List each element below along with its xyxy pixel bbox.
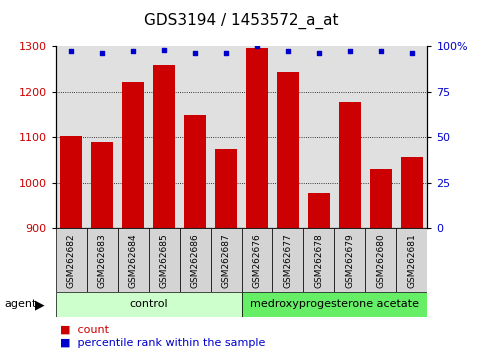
Bar (211, 228, 242, 292)
Bar (303, 228, 334, 292)
Text: GSM262677: GSM262677 (284, 233, 293, 287)
Bar (149, 46, 180, 228)
Bar (149, 228, 180, 292)
Bar (122, 82, 144, 228)
Bar (56, 46, 86, 228)
Bar (215, 149, 237, 228)
Bar (366, 228, 397, 292)
Text: GSM262678: GSM262678 (314, 233, 324, 287)
Bar (334, 46, 366, 228)
Bar (211, 46, 242, 228)
Bar (242, 292, 427, 317)
Text: medroxyprogesterone acetate: medroxyprogesterone acetate (250, 299, 419, 309)
Bar (117, 228, 149, 292)
Text: GSM262687: GSM262687 (222, 233, 230, 287)
Bar (303, 46, 334, 228)
Point (253, 43, 261, 49)
Text: ■  count: ■ count (60, 325, 109, 335)
Bar (334, 228, 366, 292)
Text: control: control (129, 299, 168, 309)
Text: GSM262679: GSM262679 (345, 233, 355, 287)
Bar (242, 228, 272, 292)
Text: GSM262682: GSM262682 (67, 233, 75, 287)
Point (284, 48, 292, 54)
Bar (153, 65, 175, 228)
Text: GDS3194 / 1453572_a_at: GDS3194 / 1453572_a_at (144, 12, 339, 29)
Bar (56, 292, 242, 317)
Point (129, 48, 137, 54)
Bar (184, 115, 206, 228)
Point (222, 51, 230, 56)
Bar (308, 193, 330, 228)
Text: GSM262685: GSM262685 (159, 233, 169, 287)
Bar (86, 228, 117, 292)
Point (377, 48, 385, 54)
Bar (370, 169, 392, 228)
Text: agent: agent (5, 299, 37, 309)
Point (98, 51, 106, 56)
Bar (401, 157, 423, 228)
Bar (397, 228, 427, 292)
Point (346, 48, 354, 54)
Text: GSM262680: GSM262680 (376, 233, 385, 287)
Text: GSM262684: GSM262684 (128, 233, 138, 287)
Bar (272, 46, 303, 228)
Bar (366, 46, 397, 228)
Point (315, 51, 323, 56)
Bar (180, 228, 211, 292)
Bar (272, 228, 303, 292)
Point (67, 48, 75, 54)
Text: GSM262681: GSM262681 (408, 233, 416, 287)
Text: GSM262676: GSM262676 (253, 233, 261, 287)
Text: ■  percentile rank within the sample: ■ percentile rank within the sample (60, 338, 266, 348)
Text: GSM262683: GSM262683 (98, 233, 107, 287)
Bar (117, 46, 149, 228)
Point (408, 51, 416, 56)
Bar (242, 46, 272, 228)
Text: ▶: ▶ (35, 298, 45, 311)
Bar (180, 46, 211, 228)
Point (191, 51, 199, 56)
Bar (91, 142, 113, 228)
Bar (246, 48, 268, 228)
Bar (56, 228, 86, 292)
Bar (397, 46, 427, 228)
Bar (339, 102, 361, 228)
Text: GSM262686: GSM262686 (190, 233, 199, 287)
Bar (86, 46, 117, 228)
Bar (277, 72, 299, 228)
Point (160, 47, 168, 52)
Bar (60, 136, 82, 228)
